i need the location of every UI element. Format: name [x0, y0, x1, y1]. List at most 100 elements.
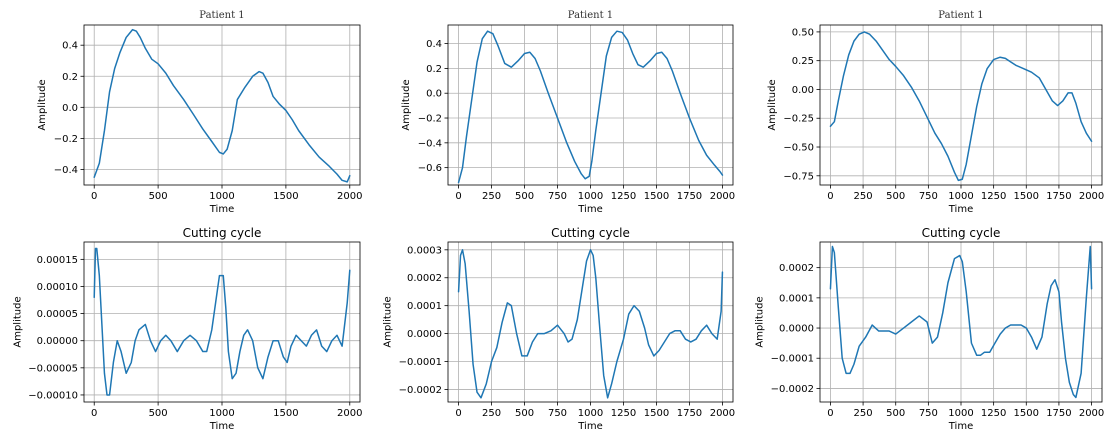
- x-tick-label: 1750: [1046, 408, 1071, 419]
- subplot-title: Cutting cycle: [922, 226, 1001, 240]
- y-tick-label: 0.00015: [37, 255, 78, 266]
- x-tick-label: 0: [91, 408, 97, 419]
- y-tick-label: −0.75: [783, 171, 814, 182]
- x-tick-label: 1500: [273, 191, 298, 202]
- x-axis-label: Time: [209, 421, 234, 432]
- y-tick-label: 0.0003: [407, 245, 442, 256]
- x-tick-label: 0: [455, 408, 461, 419]
- x-tick-label: 0: [827, 191, 833, 202]
- x-tick-label: 500: [515, 191, 534, 202]
- y-tick-label: 0.2: [426, 64, 442, 75]
- x-tick-label: 1000: [209, 408, 234, 419]
- y-tick-label: −0.0002: [399, 385, 442, 396]
- x-tick-label: 1000: [948, 408, 973, 419]
- x-tick-label: 1000: [209, 191, 234, 202]
- data-line-1: [457, 30, 724, 184]
- data-line-1: [93, 247, 351, 396]
- x-axis-label: Time: [948, 204, 973, 215]
- x-tick-label: 2000: [710, 191, 735, 202]
- subplot-title: Patient 1: [568, 10, 613, 21]
- y-tick-label: 0.0001: [779, 293, 814, 304]
- y-tick-label: 0.50: [792, 27, 814, 38]
- y-tick-label: 0.4: [426, 39, 442, 50]
- subplot-1: 0 500 1000 1500 2000 −0.4 −0.2 0.0 0.2 0.4 Patient…: [37, 10, 362, 215]
- x-tick-label: 250: [482, 408, 501, 419]
- y-tick-label: 0.0002: [779, 263, 814, 274]
- x-tick-label: 0: [91, 191, 97, 202]
- subplot-6: 0 250 500 750 1000 1250 1500 1750 2000 −0.0002 −0.…: [755, 226, 1105, 432]
- y-tick-label: −0.4: [418, 138, 442, 149]
- y-tick-label: 0.2: [62, 72, 78, 83]
- subplot-4: 0 500 1000 1500 2000 −0.00010 −0.00005 0.00000 0…: [12, 226, 362, 432]
- y-tick-label: −0.4: [54, 165, 78, 176]
- y-tick-label: 0.0000: [779, 324, 814, 335]
- subplot-2: 0 250 500 750 1000 1250 1500 1750 2000 −0.6 −0.4 −0…: [401, 10, 735, 215]
- x-tick-label: 1750: [677, 408, 702, 419]
- y-tick-label: 0.0001: [407, 301, 442, 312]
- x-tick-label: 250: [482, 191, 501, 202]
- y-tick-label: −0.0001: [399, 357, 442, 368]
- x-tick-label: 500: [149, 191, 168, 202]
- y-tick-label: 0.00010: [37, 282, 78, 293]
- y-tick-label: −0.25: [783, 114, 814, 125]
- x-tick-label: 2000: [1079, 191, 1104, 202]
- x-tick-label: 500: [515, 408, 534, 419]
- y-axis-label: Amplitude: [401, 79, 412, 130]
- x-tick-label: 1000: [578, 408, 603, 419]
- x-tick-label: 0: [455, 191, 461, 202]
- y-tick-label: 0.0002: [407, 273, 442, 284]
- y-tick-label: −0.6: [418, 163, 442, 174]
- y-tick-label: 0.00: [792, 85, 814, 96]
- x-tick-label: 1500: [1014, 408, 1039, 419]
- subplot-3: 0 250 500 750 1000 1250 1500 1750 2000 −0.75 −0.50…: [767, 10, 1104, 215]
- y-tick-label: −0.00010: [28, 390, 78, 401]
- x-tick-label: 2000: [710, 408, 735, 419]
- x-tick-label: 2000: [337, 191, 362, 202]
- data-line-1: [457, 249, 724, 399]
- x-tick-label: 1250: [611, 191, 636, 202]
- x-axis-label: Time: [577, 421, 602, 432]
- y-tick-label: −0.2: [54, 134, 78, 145]
- x-tick-label: 1250: [981, 191, 1006, 202]
- x-tick-label: 500: [886, 408, 905, 419]
- y-axis-label: Amplitude: [383, 296, 394, 347]
- y-tick-label: 0.00005: [37, 309, 78, 320]
- y-tick-label: −0.0002: [771, 384, 814, 395]
- x-tick-label: 250: [854, 191, 873, 202]
- x-tick-label: 1750: [677, 191, 702, 202]
- y-tick-label: 0.0: [62, 103, 78, 114]
- subplot-5: 0 250 500 750 1000 1250 1500 1750 2000 −0.0002 −0.…: [383, 226, 736, 432]
- x-tick-label: 1000: [948, 191, 973, 202]
- x-tick-label: 2000: [1079, 408, 1104, 419]
- x-axis-label: Time: [577, 204, 602, 215]
- x-tick-label: 750: [548, 191, 567, 202]
- y-tick-label: 0.0000: [407, 329, 442, 340]
- x-tick-label: 500: [886, 191, 905, 202]
- subplot-title: Cutting cycle: [551, 226, 630, 240]
- y-axis-label: Amplitude: [37, 79, 48, 130]
- data-line-1: [829, 245, 1093, 399]
- x-tick-label: 2000: [337, 408, 362, 419]
- x-tick-label: 1750: [1046, 191, 1071, 202]
- data-line-1: [93, 28, 351, 183]
- x-axis-label: Time: [209, 204, 234, 215]
- subplot-title: Patient 1: [938, 10, 983, 21]
- y-axis-label: Amplitude: [755, 296, 766, 347]
- x-tick-label: 1500: [644, 408, 669, 419]
- x-tick-label: 1250: [981, 408, 1006, 419]
- y-tick-label: 0.0: [426, 89, 442, 100]
- x-tick-label: 1000: [578, 191, 603, 202]
- y-tick-label: 0.4: [62, 41, 78, 52]
- x-tick-label: 500: [149, 408, 168, 419]
- y-tick-label: −0.0001: [771, 354, 814, 365]
- subplot-title: Patient 1: [199, 10, 244, 21]
- subplot-title: Cutting cycle: [183, 226, 262, 240]
- data-line-1: [829, 31, 1093, 182]
- y-axis-label: Amplitude: [767, 79, 778, 130]
- y-tick-label: −0.00005: [28, 363, 78, 374]
- y-tick-label: −0.2: [418, 114, 442, 125]
- x-tick-label: 1500: [644, 191, 669, 202]
- x-tick-label: 750: [919, 408, 938, 419]
- x-tick-label: 1500: [1014, 191, 1039, 202]
- x-tick-label: 1500: [273, 408, 298, 419]
